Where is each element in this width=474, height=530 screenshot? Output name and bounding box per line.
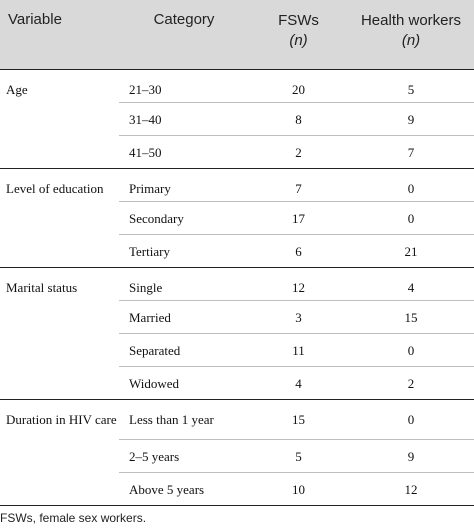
header-category: Category	[119, 0, 249, 70]
health-workers-cell: 0	[348, 201, 474, 235]
header-health-workers: Health workers (n)	[348, 0, 474, 70]
header-health-workers-label: Health workers	[360, 12, 462, 29]
category-cell: Less than 1 year	[119, 399, 249, 440]
fsws-cell: 3	[249, 300, 348, 334]
health-workers-cell: 4	[348, 267, 474, 301]
category-cell: Above 5 years	[119, 472, 249, 506]
fsws-cell: 8	[249, 102, 348, 136]
table-row: Secondary 17 0	[0, 201, 474, 235]
table-row: 41–50 2 7	[0, 135, 474, 169]
fsws-cell: 6	[249, 234, 348, 268]
fsws-cell: 11	[249, 333, 348, 367]
health-workers-cell: 7	[348, 135, 474, 169]
header-fsws: FSWs (n)	[249, 0, 348, 70]
category-cell: 21–30	[119, 69, 249, 103]
category-cell: Single	[119, 267, 249, 301]
table-row: Marital status Single 12 4	[0, 267, 474, 400]
fsws-cell: 17	[249, 201, 348, 235]
table-row: Above 5 years 10 12	[0, 472, 474, 506]
table-row: Level of education Primary 7 0	[0, 168, 474, 268]
fsws-cell: 20	[249, 69, 348, 103]
health-workers-cell: 12	[348, 472, 474, 506]
demographics-table: Variable Category FSWs (n) Health worker…	[0, 0, 474, 506]
table-row: 31–40 8 9	[0, 102, 474, 136]
category-cell: Secondary	[119, 201, 249, 235]
table-footnote: FSWs, female sex workers.	[0, 511, 147, 525]
header-health-workers-unit: (n)	[401, 32, 421, 49]
health-workers-cell: 21	[348, 234, 474, 268]
fsws-cell: 5	[249, 439, 348, 473]
fsws-cell: 12	[249, 267, 348, 301]
fsws-cell: 10	[249, 472, 348, 506]
category-cell: 31–40	[119, 102, 249, 136]
table-row: Married 3 15	[0, 300, 474, 334]
health-workers-cell: 0	[348, 168, 474, 202]
health-workers-cell: 2	[348, 366, 474, 400]
fsws-cell: 4	[249, 366, 348, 400]
table-row: Separated 11 0	[0, 333, 474, 367]
table-row: 2–5 years 5 9	[0, 439, 474, 473]
category-cell: Separated	[119, 333, 249, 367]
health-workers-cell: 5	[348, 69, 474, 103]
variable-cell: Age	[0, 69, 119, 169]
category-cell: 41–50	[119, 135, 249, 169]
table-row: Duration in HIV care Less than 1 year 15…	[0, 399, 474, 506]
fsws-cell: 15	[249, 399, 348, 440]
category-cell: Married	[119, 300, 249, 334]
category-cell: 2–5 years	[119, 439, 249, 473]
category-cell: Widowed	[119, 366, 249, 400]
fsws-cell: 7	[249, 168, 348, 202]
variable-cell: Marital status	[0, 267, 119, 400]
fsws-cell: 2	[249, 135, 348, 169]
health-workers-cell: 9	[348, 102, 474, 136]
category-cell: Primary	[119, 168, 249, 202]
header-fsws-unit: (n)	[289, 32, 308, 49]
demographics-table-container: Variable Category FSWs (n) Health worker…	[0, 0, 474, 506]
health-workers-cell: 15	[348, 300, 474, 334]
health-workers-cell: 9	[348, 439, 474, 473]
table-row: Widowed 4 2	[0, 366, 474, 400]
table-row: Age 21–30 20 5	[0, 69, 474, 169]
table-row: Tertiary 6 21	[0, 234, 474, 268]
variable-cell: Duration in HIV care	[0, 399, 119, 506]
variable-cell: Level of education	[0, 168, 119, 268]
table-header-row: Variable Category FSWs (n) Health worker…	[0, 0, 474, 70]
health-workers-cell: 0	[348, 333, 474, 367]
health-workers-cell: 0	[348, 399, 474, 440]
category-cell: Tertiary	[119, 234, 249, 268]
header-fsws-label: FSWs	[278, 12, 319, 29]
header-variable: Variable	[0, 0, 119, 70]
